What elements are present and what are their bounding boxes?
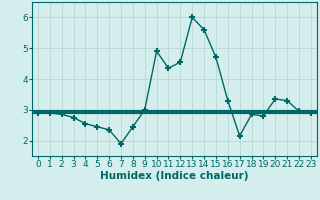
X-axis label: Humidex (Indice chaleur): Humidex (Indice chaleur) — [100, 171, 249, 181]
